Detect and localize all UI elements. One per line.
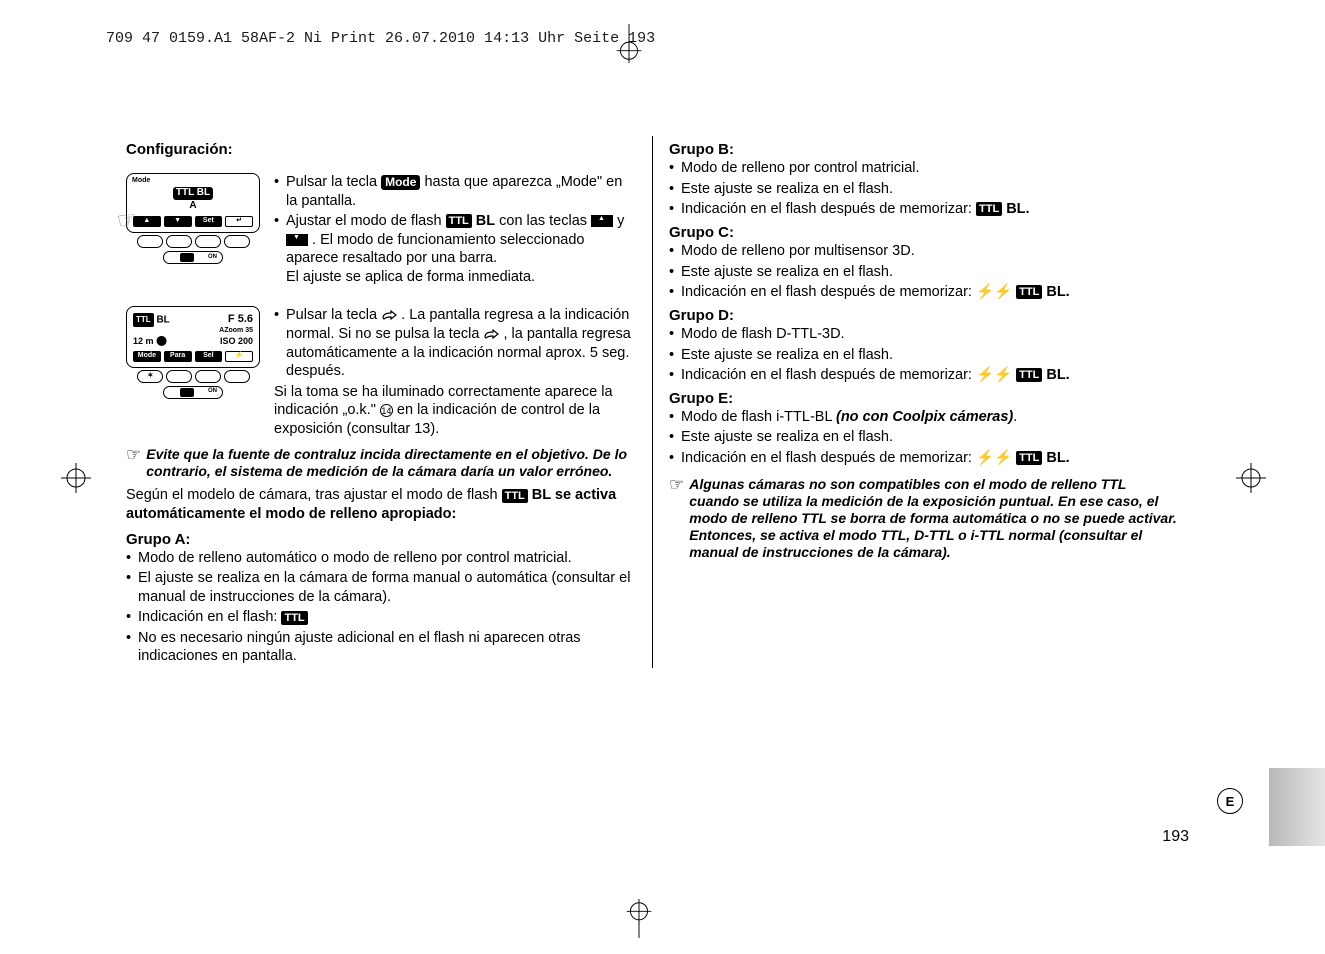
list-item: Modo de flash D-TTL-3D.: [669, 325, 1179, 344]
sound-icon: [156, 336, 167, 346]
ttl-badge: TTL: [502, 489, 528, 503]
fig1-a-label: A: [133, 200, 253, 213]
list-item: Modo de relleno por control matricial.: [669, 159, 1179, 178]
fig2-hw-btn: ✶: [137, 370, 163, 383]
list-item: Este ajuste se realiza en el flash.: [669, 346, 1179, 365]
pointing-hand-icon: ☞: [126, 446, 141, 480]
list-item: Modo de flash i-TTL-BL (no con Coolpix c…: [669, 408, 1179, 427]
fig1-hw-btn: [195, 235, 221, 248]
config-title: Configuración:: [126, 140, 636, 159]
list-item: Modo de relleno automático o modo de rel…: [126, 549, 636, 568]
ttl-badge: TTL: [1016, 451, 1042, 465]
ttl-badge: TTL: [1016, 368, 1042, 382]
fig1-hw-btn: [166, 235, 192, 248]
return-icon: [381, 310, 397, 321]
list-item: Este ajuste se realiza en el flash.: [669, 428, 1179, 447]
list-item: Indicación en el flash después de memori…: [669, 283, 1179, 302]
page-content: Configuración: Mode TTL BL A ▲ ▼ Set ↵ ☞: [126, 140, 1186, 668]
fig1-ttlbl-badge: TTL BL: [173, 187, 213, 200]
list-item: El ajuste se realiza en la cámara de for…: [126, 569, 636, 606]
ref-14-icon: 14: [380, 404, 393, 417]
multiflash-icon: ⚡⚡: [976, 449, 1012, 468]
ttl-badge: TTL: [1016, 285, 1042, 299]
figure-2: TTL BL F 5.6 AZoom 35 12 m ISO 200 Mode …: [126, 306, 260, 438]
multiflash-icon: ⚡⚡: [976, 366, 1012, 385]
grupo-b-title: Grupo B:: [669, 140, 1179, 159]
multiflash-icon: ⚡⚡: [976, 283, 1012, 302]
step-1: Pulsar la tecla Mode hasta que aparezca …: [274, 173, 636, 210]
fig2-key-mode: Mode: [133, 351, 161, 362]
fig2-hw-btn: [195, 370, 221, 383]
fig2-hw-btn: [166, 370, 192, 383]
grupo-c-title: Grupo C:: [669, 223, 1179, 242]
fig2-key-sel: Sel: [195, 351, 223, 362]
fig2-fnum: F 5.6: [228, 312, 253, 326]
grupo-a-title: Grupo A:: [126, 530, 636, 549]
grupo-d-title: Grupo D:: [669, 306, 1179, 325]
arrow-down-icon: [286, 234, 308, 246]
list-item: Indicación en el flash después de memori…: [669, 449, 1179, 468]
fig1-hw-btn: [224, 235, 250, 248]
tip-1: ☞ Evite que la fuente de contraluz incid…: [126, 446, 636, 480]
print-header: 709 47 0159.A1 58AF-2 Ni Print 26.07.201…: [106, 30, 655, 47]
list-item: Este ajuste se realiza en el flash.: [669, 180, 1179, 199]
crop-mark-right: [1233, 460, 1269, 496]
fig1-mode-label: Mode: [132, 177, 150, 186]
arrow-up-icon: [591, 215, 613, 227]
pointing-hand-icon: ☞: [669, 476, 684, 561]
fig1-power-slider: ON: [163, 251, 223, 264]
ttl-badge: TTL: [446, 214, 472, 228]
fig2-ttl: TTL: [133, 313, 154, 327]
fig1-key-down: ▼: [164, 216, 192, 227]
column-divider: [652, 136, 653, 668]
list-item: Este ajuste se realiza en el flash.: [669, 263, 1179, 282]
ttl-badge: TTL: [281, 611, 307, 625]
left-column: Configuración: Mode TTL BL A ▲ ▼ Set ↵ ☞: [126, 140, 636, 668]
fig2-hw-btn: [224, 370, 250, 383]
fig2-dist: 12 m: [133, 336, 154, 346]
figure-1: Mode TTL BL A ▲ ▼ Set ↵ ☞: [126, 173, 260, 288]
ttl-badge: TTL: [976, 202, 1002, 216]
mode-badge: Mode: [381, 175, 420, 190]
step-3: Pulsar la tecla . La pantalla regresa a …: [274, 306, 636, 380]
list-item: Indicación en el flash después de memori…: [669, 200, 1179, 219]
tip-2: ☞ Algunas cámaras no son compatibles con…: [669, 476, 1179, 561]
return-icon: [483, 329, 499, 340]
fig1-key-set: Set: [195, 216, 223, 227]
fig1-hw-btn: [137, 235, 163, 248]
fig2-iso: ISO 200: [220, 336, 253, 348]
fig2-power-slider: ON: [163, 386, 223, 399]
fig2-key-flash: ⚡: [225, 351, 253, 362]
list-item: Modo de relleno por multisensor 3D.: [669, 242, 1179, 261]
list-item: Indicación en el flash después de memori…: [669, 366, 1179, 385]
grupo-e-title: Grupo E:: [669, 389, 1179, 408]
crop-mark-bottom: [620, 896, 658, 938]
fig1-key-return: ↵: [225, 216, 253, 227]
list-item: Indicación en el flash: TTL: [126, 608, 636, 627]
step-2: Ajustar el modo de flash TTL BL con las …: [274, 212, 636, 286]
thumb-index-bar: [1269, 768, 1325, 846]
fig2-key-para: Para: [164, 351, 192, 362]
crop-mark-left: [58, 460, 94, 496]
list-item: No es necesario ningún ajuste adicional …: [126, 629, 636, 666]
para-mode-auto: Según el modelo de cámara, tras ajustar …: [126, 486, 636, 523]
fig2-azoom: AZoom 35: [133, 327, 253, 336]
page-number: 193: [1162, 828, 1189, 846]
language-marker: E: [1217, 788, 1243, 814]
right-column: Grupo B: Modo de relleno por control mat…: [669, 140, 1179, 668]
